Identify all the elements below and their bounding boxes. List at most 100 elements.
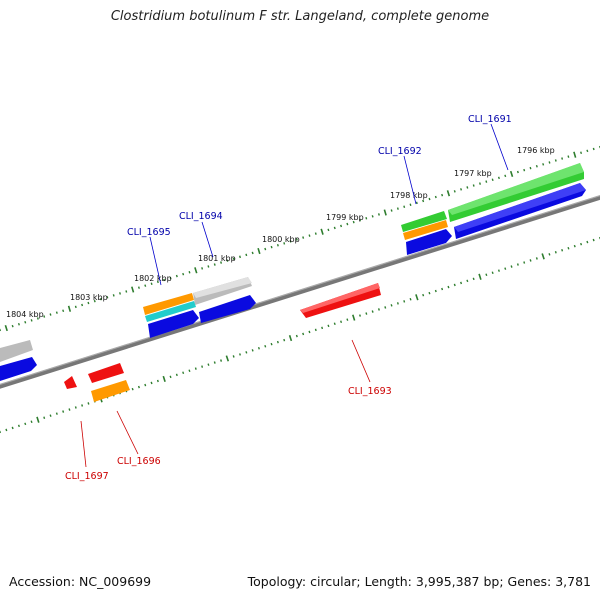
minor-tick bbox=[220, 359, 223, 362]
major-tick bbox=[509, 170, 514, 178]
minor-tick bbox=[403, 300, 406, 303]
minor-tick bbox=[580, 242, 583, 246]
gene-block-cyan[interactable] bbox=[145, 301, 196, 322]
minor-tick bbox=[93, 299, 96, 303]
minor-tick bbox=[87, 301, 90, 305]
minor-tick bbox=[409, 203, 412, 206]
major-tick bbox=[4, 324, 8, 332]
gene-block-orange[interactable] bbox=[143, 293, 194, 315]
minor-tick bbox=[62, 410, 65, 413]
major-tick bbox=[131, 286, 135, 293]
minor-tick bbox=[592, 238, 595, 242]
minor-tick bbox=[497, 269, 500, 272]
minor-tick bbox=[11, 324, 14, 328]
gene-block-gray[interactable] bbox=[0, 340, 33, 362]
minor-tick bbox=[485, 180, 488, 183]
minor-tick bbox=[226, 259, 229, 262]
gene-label-cli-1696[interactable]: CLI_1696 bbox=[117, 456, 161, 467]
minor-tick bbox=[428, 197, 431, 201]
gene-block-blue[interactable] bbox=[0, 357, 37, 381]
major-tick bbox=[383, 209, 387, 216]
minor-tick bbox=[283, 338, 286, 342]
major-tick bbox=[446, 190, 451, 197]
minor-tick bbox=[554, 251, 557, 254]
minor-tick bbox=[491, 271, 494, 275]
kbp-label: 1804 kbp bbox=[6, 310, 44, 319]
minor-tick bbox=[251, 349, 254, 352]
minor-tick bbox=[194, 367, 197, 370]
minor-tick bbox=[62, 309, 65, 313]
gene-label-cli-1693[interactable]: CLI_1693 bbox=[348, 386, 392, 397]
major-tick bbox=[36, 416, 40, 423]
gene-block-blue[interactable] bbox=[148, 310, 199, 338]
minor-tick bbox=[327, 228, 330, 232]
minor-tick bbox=[289, 240, 292, 243]
kbp-label: 1798 kbp bbox=[390, 191, 428, 200]
minor-tick bbox=[321, 326, 324, 330]
gene-label-cli-1691[interactable]: CLI_1691 bbox=[468, 114, 512, 125]
minor-tick bbox=[542, 163, 545, 166]
minor-tick bbox=[422, 293, 425, 297]
gene-block-green[interactable] bbox=[401, 211, 447, 232]
minor-tick bbox=[333, 226, 336, 230]
minor-tick bbox=[201, 365, 204, 368]
minor-tick bbox=[156, 280, 159, 284]
minor-tick bbox=[453, 190, 456, 193]
major-tick bbox=[573, 151, 577, 158]
minor-tick bbox=[24, 320, 27, 324]
major-tick bbox=[320, 228, 324, 235]
gene-label-cli-1694[interactable]: CLI_1694 bbox=[179, 211, 223, 222]
minor-tick bbox=[390, 304, 393, 307]
major-tick bbox=[257, 247, 261, 255]
minor-tick bbox=[346, 222, 349, 226]
minor-tick bbox=[43, 315, 46, 318]
minor-tick bbox=[529, 259, 532, 262]
major-tick bbox=[288, 334, 293, 342]
minor-tick bbox=[352, 220, 355, 224]
major-tick bbox=[352, 314, 356, 321]
minor-tick bbox=[188, 271, 191, 274]
forward-genes bbox=[0, 163, 586, 381]
minor-tick bbox=[150, 282, 153, 285]
kbp-label: 1802 kbp bbox=[134, 274, 172, 283]
minor-tick bbox=[239, 255, 241, 259]
minor-tick bbox=[169, 276, 172, 280]
minor-tick bbox=[460, 281, 463, 285]
minor-tick bbox=[112, 294, 115, 297]
minor-tick bbox=[390, 209, 393, 212]
minor-tick bbox=[510, 265, 513, 268]
minor-tick bbox=[270, 342, 273, 346]
minor-tick bbox=[472, 277, 475, 281]
gene-block-blue[interactable] bbox=[199, 295, 256, 323]
minor-tick bbox=[182, 371, 185, 375]
gene-label-cli-1697[interactable]: CLI_1697 bbox=[65, 471, 109, 482]
gene-block-orange[interactable] bbox=[91, 380, 130, 402]
minor-tick bbox=[270, 245, 273, 249]
minor-tick bbox=[447, 285, 450, 289]
minor-tick bbox=[548, 253, 551, 256]
minor-tick bbox=[302, 236, 305, 239]
minor-tick bbox=[479, 182, 481, 185]
minor-tick bbox=[119, 292, 121, 295]
gene-block-orange[interactable] bbox=[403, 220, 448, 240]
minor-tick bbox=[586, 240, 589, 244]
minor-tick bbox=[30, 319, 33, 322]
minor-tick bbox=[30, 420, 33, 424]
minor-tick bbox=[188, 369, 191, 373]
gene-block-red[interactable] bbox=[88, 363, 124, 383]
gene-label-cli-1695[interactable]: CLI_1695 bbox=[127, 227, 171, 238]
minor-tick bbox=[175, 373, 178, 377]
minor-tick bbox=[251, 251, 254, 255]
minor-tick bbox=[491, 178, 494, 182]
kbp-labels: 1796 kbp 1797 kbp 1798 kbp 1799 kbp 1800… bbox=[6, 146, 555, 319]
gene-block-blue[interactable] bbox=[406, 229, 452, 255]
minor-tick bbox=[573, 244, 576, 248]
minor-tick bbox=[377, 308, 380, 311]
minor-tick bbox=[144, 284, 147, 287]
minor-tick bbox=[548, 161, 551, 164]
minor-tick bbox=[441, 287, 444, 291]
minor-tick bbox=[276, 244, 279, 247]
gene-block-red[interactable] bbox=[64, 376, 77, 389]
minor-tick bbox=[245, 253, 248, 257]
gene-label-cli-1692[interactable]: CLI_1692 bbox=[378, 146, 422, 157]
